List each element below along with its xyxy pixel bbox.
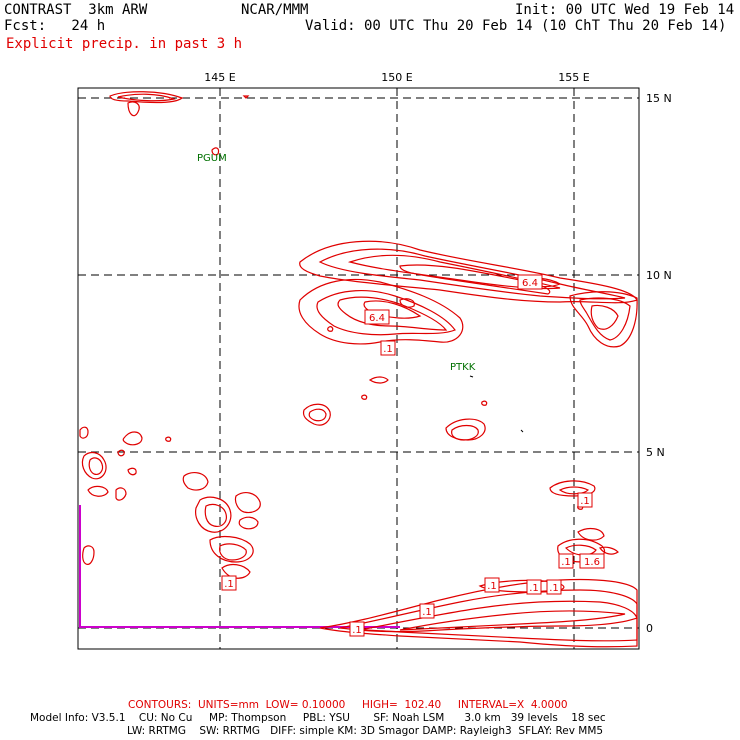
model-info-line2: LW: RRTMG SW: RRTMG DIFF: simple KM: 3D … [127, 725, 604, 737]
model-info-line1: Model Info: V3.5.1 CU: No Cu MP: Thompso… [30, 712, 606, 724]
contour-label: 6.4 [369, 313, 385, 324]
station-pgum: PGUM [197, 153, 227, 164]
institution-label: NCAR/MMM [241, 2, 309, 18]
contours-info: CONTOURS: UNITS=mm LOW= 0.10000 HIGH= 10… [128, 699, 568, 711]
contour-label-box [577, 492, 593, 508]
contour-label: .1 [529, 583, 539, 594]
contour-label: .1 [487, 581, 497, 592]
lat-label-0: 0 [646, 622, 653, 635]
contour-label-box [380, 340, 396, 356]
contour-label: .1 [580, 496, 590, 507]
model-title: CONTRAST 3km ARW [4, 2, 148, 18]
contour-label: .1 [561, 557, 571, 568]
contour-label: .1 [383, 344, 393, 355]
field-title: Explicit precip. in past 3 h [6, 36, 243, 52]
lat-label-15n: 15 N [646, 92, 672, 105]
contour-label-box [484, 577, 500, 593]
lon-label-145e: 145 E [204, 71, 235, 84]
contour-label: .1 [549, 583, 559, 594]
station-ptkk-marker [469, 375, 474, 378]
contour-label-box [558, 553, 574, 569]
contour-label-box [364, 309, 390, 325]
lat-label-10n: 10 N [646, 269, 672, 282]
contour-label-box [349, 621, 365, 637]
contour-label: .1 [422, 607, 432, 618]
contour-label-box [579, 553, 605, 569]
map-frame [77, 87, 640, 650]
contour-label-box [517, 274, 543, 290]
domain-boundary [79, 505, 400, 628]
forecast-hour: Fcst: 24 h [4, 18, 106, 34]
contour-label: .1 [224, 579, 234, 590]
contour-label-box [419, 603, 435, 619]
contour-label: 1.6 [584, 557, 600, 568]
lon-label-150e: 150 E [381, 71, 412, 84]
contour-label-box [221, 575, 237, 591]
contour-labels: 6.4 6.4 .1 .1 .1 1.6 .1 .1 .1 .1 .1 .1 [221, 274, 605, 637]
init-time: Init: 00 UTC Wed 19 Feb 14 [515, 2, 735, 18]
lat-lon-grid [78, 88, 639, 649]
lon-label-155e: 155 E [558, 71, 589, 84]
contour-label-box [526, 579, 542, 595]
contour-label: .1 [352, 625, 362, 636]
contour-label: 6.4 [522, 278, 538, 289]
contour-label-box [546, 579, 562, 595]
station-ptkk: PTKK [450, 362, 476, 373]
island-marker [520, 429, 524, 433]
precip-contours [79, 91, 638, 648]
lat-label-5n: 5 N [646, 446, 665, 459]
precip-map: 145 E 150 E 155 E 15 N 10 N 5 N 0 [77, 71, 672, 650]
valid-time: Valid: 00 UTC Thu 20 Feb 14 (10 ChT Thu … [305, 18, 727, 34]
